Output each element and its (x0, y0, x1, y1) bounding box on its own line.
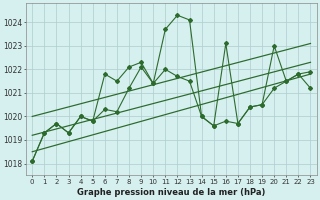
X-axis label: Graphe pression niveau de la mer (hPa): Graphe pression niveau de la mer (hPa) (77, 188, 266, 197)
